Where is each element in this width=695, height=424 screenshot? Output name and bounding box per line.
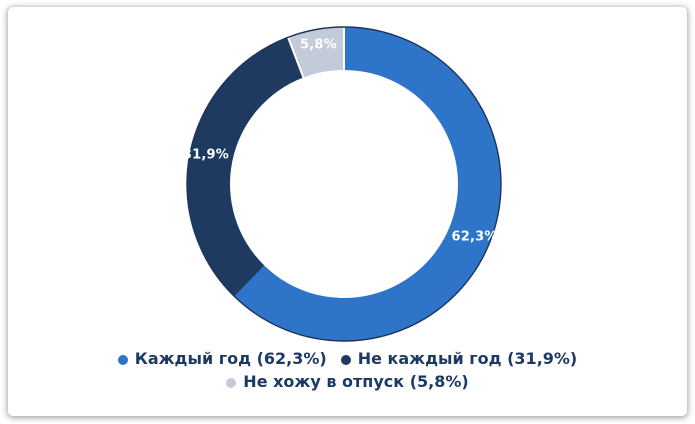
- legend-item-not-every-year: Не каждый год (31,9%): [340, 348, 578, 370]
- slice-label-no-vacation: 5,8%: [300, 37, 337, 53]
- legend-bullet-icon: [340, 354, 351, 365]
- legend-item-every-year: Каждый год (62,3%): [117, 348, 327, 370]
- slice-label-not-every-year: 31,9%: [182, 147, 229, 163]
- chart-legend: Каждый год (62,3%) Не каждый год (31,9%)…: [8, 348, 687, 393]
- chart-card: 62,3% 31,9% 5,8% Каждый год (62,3%) Не к…: [8, 7, 687, 416]
- legend-item-no-vacation: Не хожу в отпуск (5,8%): [226, 371, 469, 393]
- legend-bullet-icon: [117, 354, 128, 365]
- legend-row-2: Не хожу в отпуск (5,8%): [226, 371, 469, 393]
- legend-label: Не хожу в отпуск (5,8%): [243, 372, 469, 391]
- donut-chart-svg: [186, 26, 502, 342]
- legend-label: Не каждый год (31,9%): [357, 349, 578, 368]
- slice-label-every-year: 62,3%: [451, 229, 498, 245]
- donut-chart: 62,3% 31,9% 5,8%: [8, 7, 687, 416]
- legend-label: Каждый год (62,3%): [134, 349, 327, 368]
- legend-row-1: Каждый год (62,3%) Не каждый год (31,9%): [117, 348, 578, 370]
- legend-bullet-icon: [226, 377, 237, 388]
